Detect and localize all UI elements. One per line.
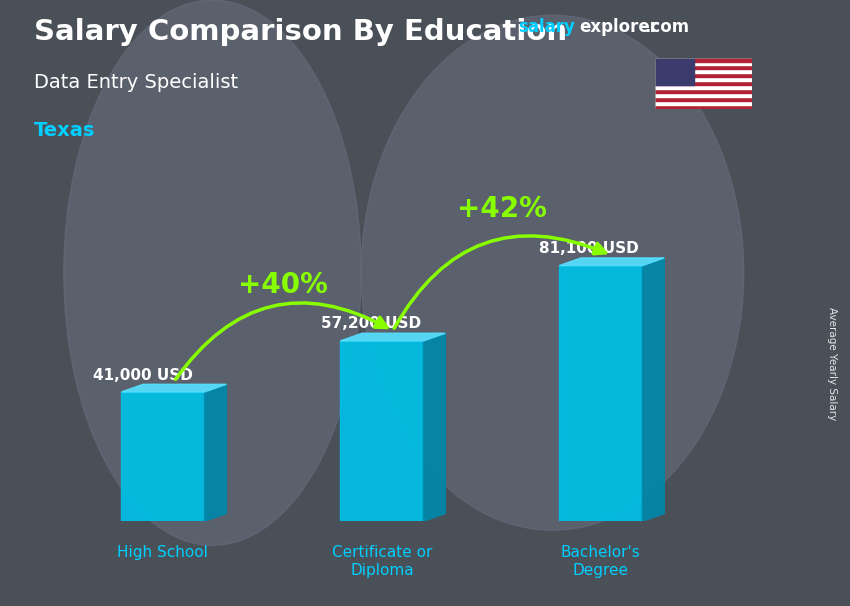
Text: Certificate or
Diploma: Certificate or Diploma	[332, 545, 432, 578]
Ellipse shape	[64, 0, 361, 545]
Polygon shape	[643, 258, 665, 521]
Bar	[654, 65, 752, 70]
FancyArrowPatch shape	[175, 303, 387, 379]
FancyArrowPatch shape	[394, 236, 605, 328]
Bar	[654, 70, 752, 73]
Text: High School: High School	[117, 545, 208, 561]
Bar	[654, 81, 752, 85]
Text: 81,100 USD: 81,100 USD	[540, 241, 639, 256]
Polygon shape	[340, 333, 445, 341]
Bar	[654, 101, 752, 105]
Text: Texas: Texas	[34, 121, 95, 140]
Polygon shape	[205, 384, 226, 521]
Text: Data Entry Specialist: Data Entry Specialist	[34, 73, 238, 92]
Polygon shape	[559, 258, 665, 265]
Bar	[654, 58, 694, 85]
Text: Bachelor's
Degree: Bachelor's Degree	[561, 545, 641, 578]
Polygon shape	[122, 392, 205, 521]
Text: +42%: +42%	[457, 195, 547, 224]
Polygon shape	[340, 341, 423, 521]
Text: explorer: explorer	[580, 18, 659, 36]
Polygon shape	[122, 384, 226, 392]
Polygon shape	[423, 333, 445, 521]
Bar	[654, 62, 752, 65]
Ellipse shape	[361, 15, 744, 530]
Text: +40%: +40%	[238, 271, 328, 299]
Bar	[654, 85, 752, 89]
Bar	[654, 97, 752, 101]
Text: .com: .com	[644, 18, 689, 36]
Text: 57,200 USD: 57,200 USD	[320, 316, 421, 331]
Polygon shape	[559, 265, 643, 521]
Text: Average Yearly Salary: Average Yearly Salary	[827, 307, 837, 420]
Text: Salary Comparison By Education: Salary Comparison By Education	[34, 18, 567, 46]
Text: 41,000 USD: 41,000 USD	[93, 367, 193, 382]
Bar	[654, 58, 752, 62]
Bar	[654, 89, 752, 93]
Bar	[654, 93, 752, 97]
Bar	[654, 78, 752, 81]
Bar	[654, 73, 752, 78]
Text: salary: salary	[518, 18, 575, 36]
Bar	[654, 105, 752, 109]
